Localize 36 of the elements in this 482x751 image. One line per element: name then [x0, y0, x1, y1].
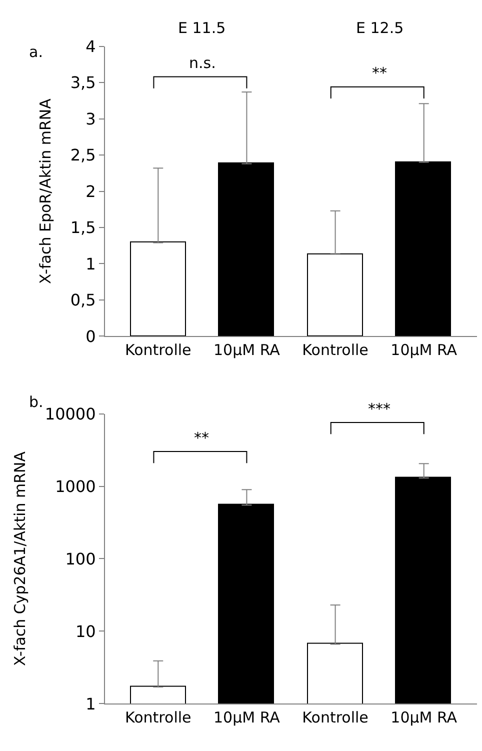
x-tick-label: 10µM RA	[214, 341, 281, 360]
y-tick-label: 100	[65, 549, 96, 568]
bar	[307, 253, 363, 336]
y-tick-label: 0	[86, 326, 96, 346]
bar	[395, 161, 451, 336]
x-tick-label: Kontrolle	[125, 341, 192, 360]
y-axis-title: X-fach EpoR/Aktin mRNA	[36, 98, 55, 284]
x-tick-label: 10µM RA	[214, 708, 281, 727]
bar	[130, 241, 186, 336]
y-tick-label: 1	[86, 254, 96, 274]
y-tick-label: 4	[86, 36, 96, 56]
y-tick-label: 2,5	[70, 146, 96, 165]
annotation: n.s.	[189, 54, 216, 72]
x-tick-label: Kontrolle	[302, 708, 368, 727]
y-tick-label: 0,5	[70, 290, 96, 310]
text: b.	[29, 393, 44, 411]
y-tick-label: 10	[75, 622, 96, 641]
y-tick-label: 1,5	[70, 218, 96, 238]
y-tick-label: 1	[86, 694, 96, 714]
x-tick-label: Kontrolle	[125, 708, 192, 727]
y-axis-title: X-fach Cyp26A1/Aktin mRNA	[11, 450, 30, 666]
x-tick-label: 10µM RA	[390, 708, 458, 727]
annotation: **	[372, 64, 388, 82]
y-tick-label: 1000	[55, 476, 96, 496]
text: a.	[29, 43, 43, 61]
annotation: **	[194, 429, 210, 447]
text: E 12.5	[356, 19, 404, 37]
x-tick-label: 10µM RA	[390, 341, 458, 360]
text: E 11.5	[178, 19, 226, 37]
y-tick-label: 3,5	[70, 73, 96, 92]
annotation: ***	[368, 400, 391, 418]
x-tick-label: Kontrolle	[302, 341, 368, 360]
y-tick-label: 3	[86, 109, 96, 128]
y-tick-label: 10000	[44, 404, 96, 424]
bar	[218, 162, 274, 336]
y-tick-label: 2	[86, 182, 96, 201]
